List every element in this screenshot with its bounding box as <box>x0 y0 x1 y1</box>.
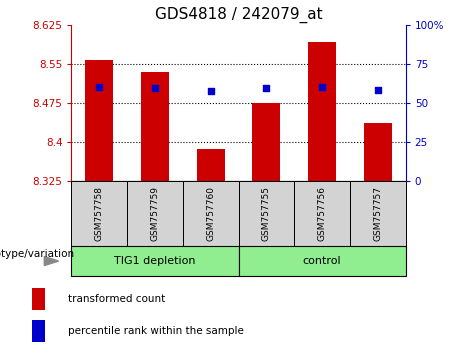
Bar <box>253 103 280 181</box>
Text: GSM757759: GSM757759 <box>150 186 160 241</box>
Text: transformed count: transformed count <box>68 294 165 304</box>
Bar <box>238 181 294 246</box>
Point <box>95 84 103 90</box>
Title: GDS4818 / 242079_at: GDS4818 / 242079_at <box>155 7 322 23</box>
Text: GSM757756: GSM757756 <box>318 186 327 241</box>
Text: control: control <box>303 256 342 266</box>
Text: GSM757755: GSM757755 <box>262 186 271 241</box>
Text: percentile rank within the sample: percentile rank within the sample <box>68 326 244 336</box>
Bar <box>308 42 336 181</box>
Bar <box>294 181 350 246</box>
Bar <box>85 60 113 181</box>
Point <box>207 88 214 94</box>
Bar <box>71 181 127 246</box>
Bar <box>141 72 169 181</box>
Bar <box>350 181 406 246</box>
Point <box>319 84 326 90</box>
Text: GSM757758: GSM757758 <box>95 186 104 241</box>
Polygon shape <box>44 257 59 266</box>
Text: TIG1 depletion: TIG1 depletion <box>114 256 196 266</box>
Bar <box>364 124 392 181</box>
Bar <box>71 246 239 276</box>
Point <box>263 85 270 91</box>
Bar <box>32 288 45 310</box>
Point <box>374 87 382 92</box>
Bar <box>238 246 406 276</box>
Bar <box>32 320 45 342</box>
Bar <box>127 181 183 246</box>
Bar <box>197 149 225 181</box>
Text: GSM757760: GSM757760 <box>206 186 215 241</box>
Text: genotype/variation: genotype/variation <box>0 250 75 259</box>
Bar <box>183 181 238 246</box>
Point <box>151 85 159 91</box>
Text: GSM757757: GSM757757 <box>373 186 382 241</box>
